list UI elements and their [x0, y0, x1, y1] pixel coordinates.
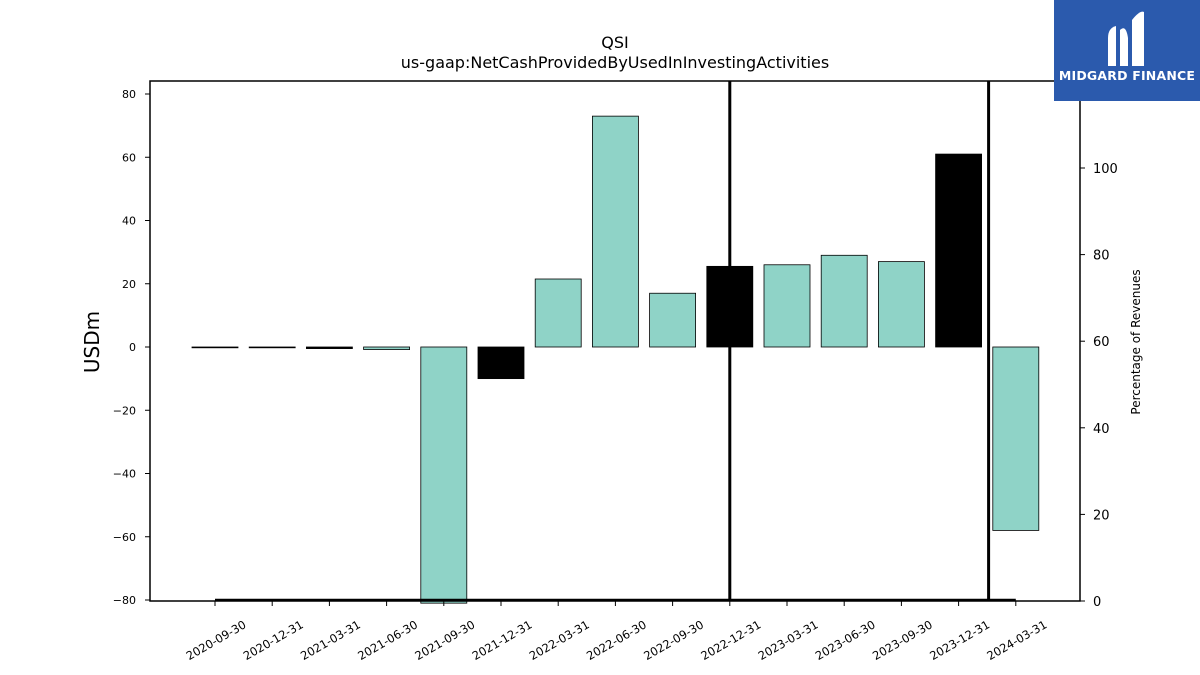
midgard-logo-icon	[1108, 11, 1144, 66]
y2-tick-label: 40	[1093, 422, 1110, 437]
y2-tick-label: 80	[1093, 249, 1110, 264]
plot-frame	[149, 80, 1081, 602]
bar-2022-09-30	[649, 292, 696, 348]
y2-axis-ticks: 0 20 40 60 80 100	[1080, 162, 1118, 610]
bar-2023-06-30	[820, 254, 868, 348]
x-tick-label: 2022-09-30	[641, 617, 706, 663]
x-tick-label: 2024-03-31	[984, 617, 1049, 663]
logo-text: MIDGARD FINANCE	[1058, 68, 1196, 83]
x-tick-label: 2023-03-31	[756, 617, 821, 663]
x-tick-label: 2021-09-30	[412, 617, 477, 663]
x-tick-label: 2021-03-31	[298, 617, 363, 663]
x-tick-label: 2022-03-31	[527, 617, 592, 663]
bar-2021-09-30	[420, 346, 468, 604]
y2-tick-label: 100	[1093, 162, 1118, 177]
y2-tick-label: 20	[1093, 508, 1110, 523]
bar-2020-12-31	[248, 346, 296, 349]
y-tick-label: −20	[113, 404, 136, 417]
x-tick-label: 2023-09-30	[870, 617, 935, 663]
y-axis-label: USDm	[80, 311, 104, 373]
y-tick-label: 40	[122, 215, 136, 228]
y-tick-label: 20	[122, 278, 136, 291]
y-tick-label: −80	[113, 594, 136, 607]
chart-title: QSI	[601, 33, 628, 52]
y2-tick-label: 60	[1093, 335, 1110, 350]
bars-layer	[191, 115, 1040, 604]
x-axis-ticks: 2020-09-302020-12-312021-03-312021-06-30…	[184, 601, 1049, 663]
x-tick-label: 2020-12-31	[241, 617, 306, 663]
bar-2022-03-31	[534, 278, 582, 348]
x-tick-label: 2021-06-30	[355, 617, 420, 663]
brand-logo: MIDGARD FINANCE	[1054, 0, 1200, 101]
y-tick-label: 80	[122, 88, 136, 101]
bar-2021-06-30	[363, 346, 411, 350]
bar-2020-09-30	[191, 346, 239, 349]
bar-2021-03-31	[305, 346, 353, 349]
bar-2023-03-31	[763, 264, 811, 348]
overlay-layer	[215, 81, 1016, 602]
x-tick-label: 2023-12-31	[927, 617, 992, 663]
x-tick-label: 2022-06-30	[584, 617, 649, 663]
bar-2024-03-31	[992, 346, 1040, 531]
bar-2023-09-30	[878, 261, 925, 348]
chart-subtitle: us-gaap:NetCashProvidedByUsedInInvesting…	[401, 53, 829, 72]
x-tick-label: 2021-12-31	[470, 617, 535, 663]
bar-2021-12-31	[477, 346, 525, 380]
x-tick-label: 2022-12-31	[698, 617, 763, 663]
bar-2023-12-31	[935, 153, 982, 348]
y2-tick-label: 0	[1093, 595, 1101, 610]
bar-2022-06-30	[592, 115, 639, 348]
x-tick-label: 2020-09-30	[184, 617, 249, 663]
y2-axis-label: Percentage of Revenues	[1129, 269, 1143, 414]
y-axis-ticks: −80 −60 −40 −20 0 20 40 60 80	[113, 88, 150, 607]
y-tick-label: 60	[122, 151, 136, 164]
y-tick-label: −60	[113, 531, 136, 544]
x-tick-label: 2023-06-30	[813, 617, 878, 663]
y-tick-label: −40	[113, 468, 136, 481]
y-tick-label: 0	[129, 341, 136, 354]
